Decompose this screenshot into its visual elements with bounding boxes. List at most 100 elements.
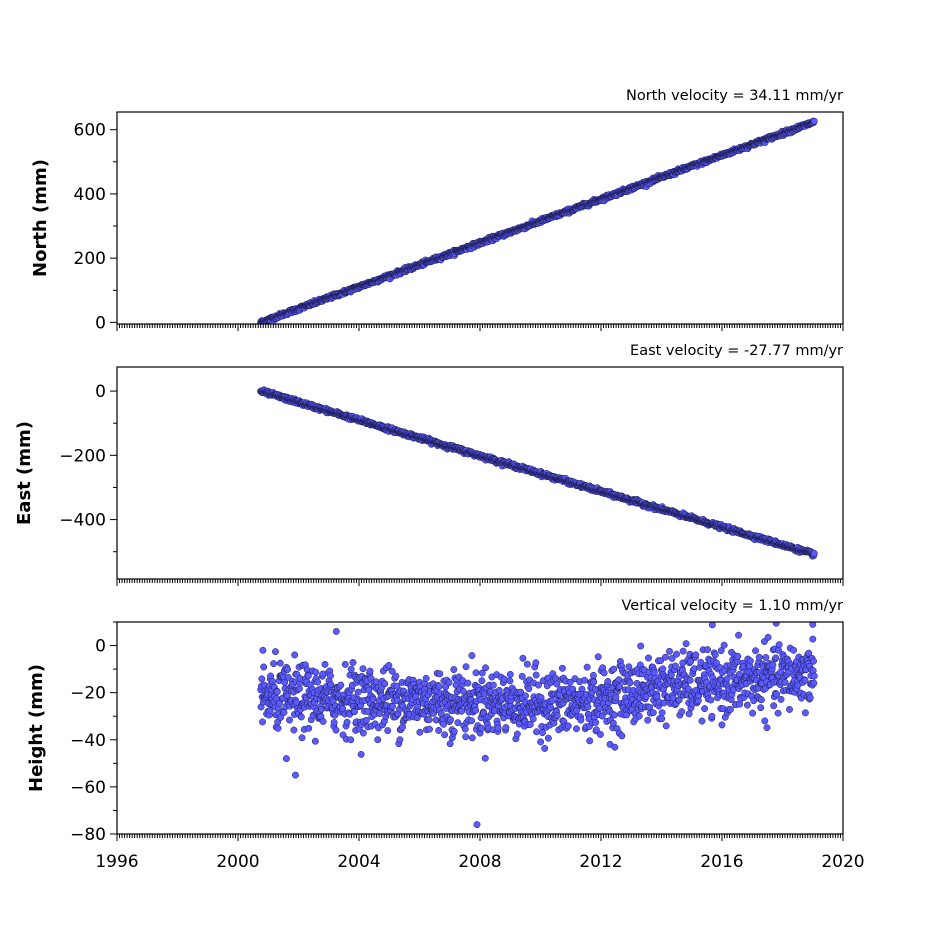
height-data-point [354, 688, 362, 696]
height-data-point [581, 676, 589, 684]
east-y-tick-label: −200 [59, 446, 106, 466]
height-data-point [441, 731, 449, 739]
height-data-point [259, 646, 267, 654]
height-data-point [472, 669, 480, 677]
height-data-point [384, 727, 392, 735]
height-data-point [376, 710, 384, 717]
east-x-ticks [116, 579, 844, 586]
height-data-point [341, 660, 349, 668]
north-axes-frame [116, 111, 844, 325]
height-data-point [553, 680, 561, 688]
height-data-point [544, 734, 552, 742]
height-data-point [662, 722, 670, 730]
height-data-point [396, 736, 404, 744]
height-data-point [437, 710, 445, 718]
east-points [257, 386, 818, 560]
height-data-point [532, 671, 540, 679]
height-data-point [658, 709, 666, 717]
height-data-point [525, 685, 533, 693]
height-data-point [558, 664, 566, 672]
height-data-point [616, 683, 624, 690]
height-data-point [347, 736, 355, 744]
height-data-point [291, 651, 299, 659]
height-data-point [682, 640, 690, 648]
height-data-point [284, 666, 292, 673]
north-velocity-title: North velocity = 34.11 mm/yr [626, 88, 843, 104]
height-data-point [711, 651, 719, 659]
height-data-point [359, 665, 367, 673]
height-data-point [327, 672, 334, 680]
height-data-point [311, 737, 319, 745]
height-data-point [586, 737, 594, 745]
height-data-point [260, 663, 268, 671]
height-data-point [274, 724, 282, 732]
height-data-point [270, 660, 278, 668]
north-x-ticks [116, 324, 844, 331]
height-data-point [513, 730, 521, 738]
height-data-point [537, 738, 545, 746]
height-data-point [611, 711, 618, 719]
height-data-point [749, 709, 757, 717]
height-data-point [276, 659, 284, 667]
height-data-point [506, 677, 514, 685]
height-data-point [518, 672, 526, 680]
height-data-point [374, 736, 382, 744]
height-data-point [330, 718, 338, 726]
height-data-point [604, 678, 612, 685]
height-data-point [758, 696, 765, 704]
height-data-point [764, 633, 772, 641]
height-data-point [609, 719, 617, 727]
height-data-point [735, 670, 743, 678]
height-data-point [594, 653, 602, 661]
height-data-point [761, 717, 769, 725]
height-data-point [458, 707, 466, 715]
height-data-point [321, 660, 329, 668]
north-points [257, 117, 818, 324]
height-data-point [426, 725, 433, 733]
height-data-point [551, 674, 559, 682]
height-data-point [522, 692, 529, 700]
height-data-point [584, 703, 592, 711]
east-velocity-title: East velocity = -27.77 mm/yr [630, 343, 843, 359]
height-data-point [331, 711, 339, 719]
height-data-point [666, 647, 673, 655]
north-y-tick-label: 600 [74, 121, 106, 141]
north-data-point [810, 117, 818, 125]
height-data-point [637, 642, 645, 650]
height-data-point [726, 705, 734, 713]
east-y-axis-label: East (mm) [14, 421, 35, 525]
east-panel: 0 −200 −400 East velocity = -27.77 mm/yr Eas… [14, 343, 844, 586]
east-y-tick-label: −400 [59, 511, 106, 531]
east-data-point [810, 549, 818, 557]
height-data-point [468, 717, 476, 725]
height-data-point [698, 717, 706, 725]
height-data-point [612, 693, 620, 701]
height-data-point [468, 734, 476, 742]
height-data-point [553, 712, 561, 720]
height-data-point [462, 663, 470, 671]
height-data-point [625, 663, 633, 671]
height-data-point [708, 712, 716, 720]
height-data-point [658, 715, 666, 723]
height-data-point [572, 725, 580, 733]
height-data-point [618, 732, 626, 740]
height-data-point [450, 728, 458, 735]
height-data-point [686, 676, 694, 684]
height-data-point [757, 704, 765, 712]
height-data-point [273, 688, 281, 696]
height-data-point [259, 718, 266, 726]
height-data-point [532, 659, 540, 667]
height-data-point [422, 674, 430, 682]
height-data-point [673, 650, 680, 658]
height-data-point [286, 716, 293, 724]
height-data-point [679, 647, 687, 655]
height-data-point [435, 727, 443, 734]
north-y-tick-label: 0 [95, 313, 106, 333]
height-data-point [763, 724, 771, 732]
height-data-point [280, 709, 288, 716]
height-data-point [523, 660, 531, 668]
height-data-point [678, 708, 686, 716]
height-data-point [369, 695, 377, 703]
north-y-tick-label: 400 [74, 185, 106, 205]
